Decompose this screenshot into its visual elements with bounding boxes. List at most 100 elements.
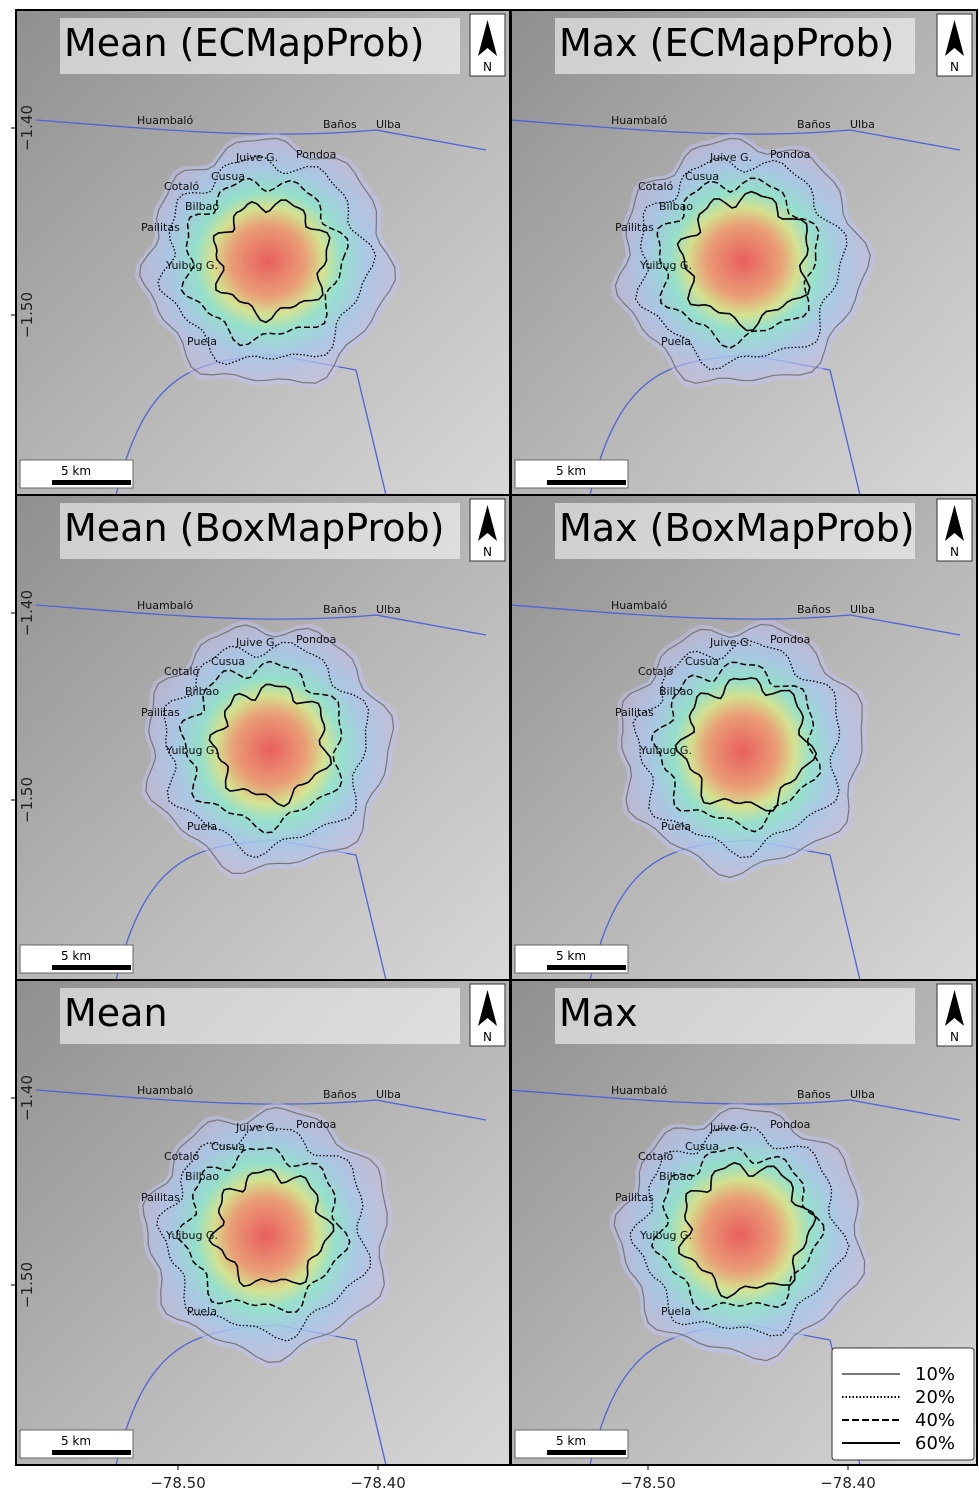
place-label: Ulba [376, 118, 401, 131]
place-label: Bilbao [659, 685, 693, 698]
place-label: Ulba [850, 1088, 875, 1101]
north-label: N [483, 1030, 492, 1044]
place-label: Baños [323, 603, 357, 616]
place-label: Puela [661, 1305, 691, 1318]
place-label: Huambaló [137, 1084, 193, 1097]
scale-bar [52, 480, 131, 485]
place-label: Huambaló [137, 114, 193, 127]
place-label: Baños [323, 118, 357, 131]
place-label: Cotaló [638, 180, 674, 193]
place-label: Juive G. [709, 151, 752, 164]
place-label: Puela [661, 820, 691, 833]
scale-bar [547, 965, 626, 970]
place-label: Puela [187, 1305, 217, 1318]
place-label: Huambaló [611, 1084, 667, 1097]
place-label: Juive G. [709, 636, 752, 649]
y-tick-label: −1.40 [18, 1075, 36, 1121]
place-label: Ulba [850, 603, 875, 616]
place-label: Pondoa [770, 633, 810, 646]
figure: Huambaló Baños Ulba Pondoa Juive G. Cusua Cota… [0, 0, 979, 1494]
scale-bar [547, 1450, 626, 1455]
place-label: Pailitas [141, 706, 180, 719]
place-label: Cotaló [164, 1150, 200, 1163]
place-label: Pailitas [615, 221, 654, 234]
place-label: Baños [323, 1088, 357, 1101]
place-label: Puela [661, 335, 691, 348]
place-label: Ulba [376, 1088, 401, 1101]
place-label: Yuibug G. [165, 259, 218, 272]
north-label: N [950, 545, 959, 559]
place-label: Cotaló [164, 180, 200, 193]
scale-label: 5 km [556, 949, 586, 963]
place-label: Pailitas [141, 221, 180, 234]
panel-title: Mean (ECMapProb) [64, 21, 424, 65]
place-label: Juive G. [235, 636, 278, 649]
place-label: Cotaló [164, 665, 200, 678]
place-label: Juive G. [235, 1121, 278, 1134]
place-label: Cusua [685, 1140, 719, 1153]
place-label: Pailitas [615, 706, 654, 719]
place-label: Yuibug G. [639, 744, 692, 757]
scale-label: 5 km [556, 1434, 586, 1448]
scale-label: 5 km [556, 464, 586, 478]
place-label: Juive G. [709, 1121, 752, 1134]
y-tick-label: −1.40 [18, 590, 36, 636]
north-label: N [950, 1030, 959, 1044]
panel-title: Max (ECMapProb) [559, 21, 894, 65]
place-label: Bilbao [185, 200, 219, 213]
scale-bar [52, 965, 131, 970]
place-label: Cusua [685, 655, 719, 668]
place-label: Huambaló [611, 114, 667, 127]
place-label: Yuibug G. [165, 1229, 218, 1242]
scale-label: 5 km [61, 949, 91, 963]
place-label: Baños [797, 603, 831, 616]
place-label: Cusua [211, 655, 245, 668]
place-label: Huambaló [137, 599, 193, 612]
x-tick-label: −78.50 [150, 1474, 206, 1492]
place-label: Baños [797, 1088, 831, 1101]
scale-label: 5 km [61, 464, 91, 478]
place-label: Bilbao [659, 200, 693, 213]
place-label: Pondoa [296, 148, 336, 161]
y-tick-label: −1.50 [18, 292, 36, 338]
place-label: Juive G. [235, 151, 278, 164]
scale-label: 5 km [61, 1434, 91, 1448]
place-label: Yuibug G. [165, 744, 218, 757]
place-label: Cotaló [638, 665, 674, 678]
place-label: Puela [187, 335, 217, 348]
place-label: Cusua [211, 170, 245, 183]
place-label: Baños [797, 118, 831, 131]
place-label: Yuibug G. [639, 1229, 692, 1242]
place-label: Pondoa [296, 1118, 336, 1131]
map-panel: Huambaló Baños Ulba Pondoa Juive G. Cusua Cota… [510, 10, 977, 495]
place-label: Pondoa [770, 148, 810, 161]
north-label: N [950, 60, 959, 74]
place-label: Huambaló [611, 599, 667, 612]
place-label: Pondoa [296, 633, 336, 646]
scale-bar [52, 1450, 131, 1455]
place-label: Ulba [850, 118, 875, 131]
place-label: Cotaló [638, 1150, 674, 1163]
map-panel: Huambaló Baños Ulba Pondoa Juive G. Cusua Cota… [16, 980, 510, 1465]
legend-label: 10% [915, 1364, 955, 1385]
place-label: Pailitas [615, 1191, 654, 1204]
panel-title: Max (BoxMapProb) [559, 506, 915, 550]
place-label: Bilbao [185, 685, 219, 698]
legend-label: 20% [915, 1387, 955, 1408]
place-label: Pailitas [141, 1191, 180, 1204]
place-label: Bilbao [185, 1170, 219, 1183]
place-label: Ulba [376, 603, 401, 616]
panel-title: Max [559, 991, 638, 1035]
panel-title: Mean [64, 991, 168, 1035]
legend-label: 40% [915, 1410, 955, 1431]
place-label: Cusua [685, 170, 719, 183]
place-label: Pondoa [770, 1118, 810, 1131]
north-label: N [483, 545, 492, 559]
map-panel: Huambaló Baños Ulba Pondoa Juive G. Cusua Cota… [510, 495, 977, 980]
map-panel: Huambaló Baños Ulba Pondoa Juive G. Cusua Cota… [16, 10, 510, 495]
y-tick-label: −1.50 [18, 777, 36, 823]
map-panel: Huambaló Baños Ulba Pondoa Juive G. Cusua Cota… [16, 495, 510, 980]
place-label: Cusua [211, 1140, 245, 1153]
north-label: N [483, 60, 492, 74]
y-tick-label: −1.40 [18, 105, 36, 151]
